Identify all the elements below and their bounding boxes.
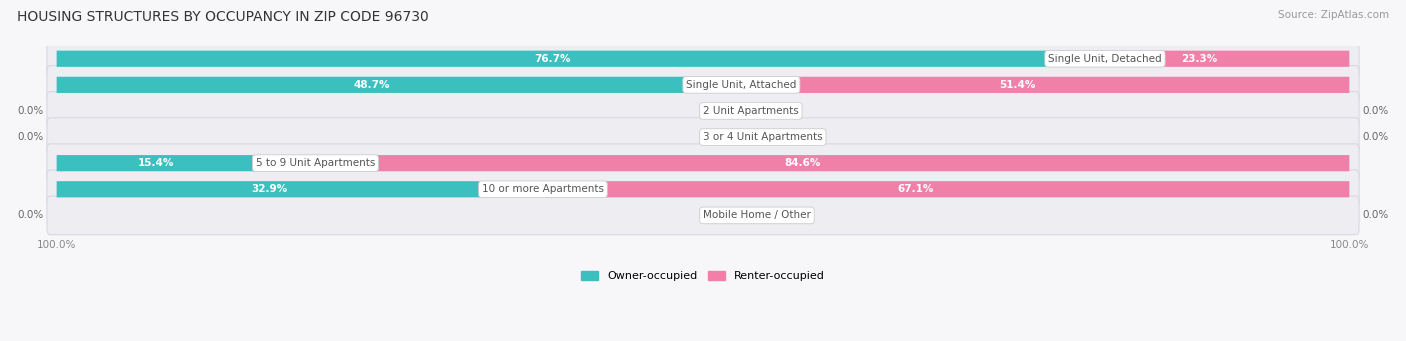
Text: 2 Unit Apartments: 2 Unit Apartments	[703, 106, 799, 116]
Text: 3 or 4 Unit Apartments: 3 or 4 Unit Apartments	[703, 132, 823, 142]
Text: 5 to 9 Unit Apartments: 5 to 9 Unit Apartments	[256, 158, 375, 168]
FancyBboxPatch shape	[46, 144, 1360, 182]
FancyBboxPatch shape	[46, 65, 1360, 104]
FancyBboxPatch shape	[46, 170, 1360, 209]
Text: 23.3%: 23.3%	[1181, 54, 1216, 64]
FancyBboxPatch shape	[1047, 51, 1350, 67]
FancyBboxPatch shape	[56, 77, 686, 93]
Text: 0.0%: 0.0%	[1362, 210, 1389, 220]
Text: Single Unit, Attached: Single Unit, Attached	[686, 80, 797, 90]
FancyBboxPatch shape	[56, 51, 1047, 67]
Text: 84.6%: 84.6%	[785, 158, 821, 168]
Text: 0.0%: 0.0%	[17, 132, 44, 142]
Text: Source: ZipAtlas.com: Source: ZipAtlas.com	[1278, 10, 1389, 20]
Legend: Owner-occupied, Renter-occupied: Owner-occupied, Renter-occupied	[576, 266, 830, 286]
Text: 0.0%: 0.0%	[1362, 106, 1389, 116]
FancyBboxPatch shape	[46, 196, 1360, 235]
FancyBboxPatch shape	[482, 181, 1350, 197]
Text: 76.7%: 76.7%	[534, 54, 571, 64]
Text: Single Unit, Detached: Single Unit, Detached	[1047, 54, 1161, 64]
FancyBboxPatch shape	[685, 77, 1350, 93]
FancyBboxPatch shape	[256, 155, 1350, 171]
Text: Mobile Home / Other: Mobile Home / Other	[703, 210, 811, 220]
FancyBboxPatch shape	[46, 40, 1360, 78]
Text: 0.0%: 0.0%	[1362, 132, 1389, 142]
FancyBboxPatch shape	[46, 92, 1360, 130]
Text: 32.9%: 32.9%	[252, 184, 287, 194]
FancyBboxPatch shape	[56, 155, 256, 171]
Text: HOUSING STRUCTURES BY OCCUPANCY IN ZIP CODE 96730: HOUSING STRUCTURES BY OCCUPANCY IN ZIP C…	[17, 10, 429, 24]
FancyBboxPatch shape	[46, 118, 1360, 157]
Text: 51.4%: 51.4%	[998, 80, 1035, 90]
FancyBboxPatch shape	[56, 181, 482, 197]
Text: 67.1%: 67.1%	[897, 184, 934, 194]
Text: 0.0%: 0.0%	[17, 106, 44, 116]
Text: 10 or more Apartments: 10 or more Apartments	[482, 184, 605, 194]
Text: 15.4%: 15.4%	[138, 158, 174, 168]
Text: 48.7%: 48.7%	[353, 80, 389, 90]
Text: 0.0%: 0.0%	[17, 210, 44, 220]
